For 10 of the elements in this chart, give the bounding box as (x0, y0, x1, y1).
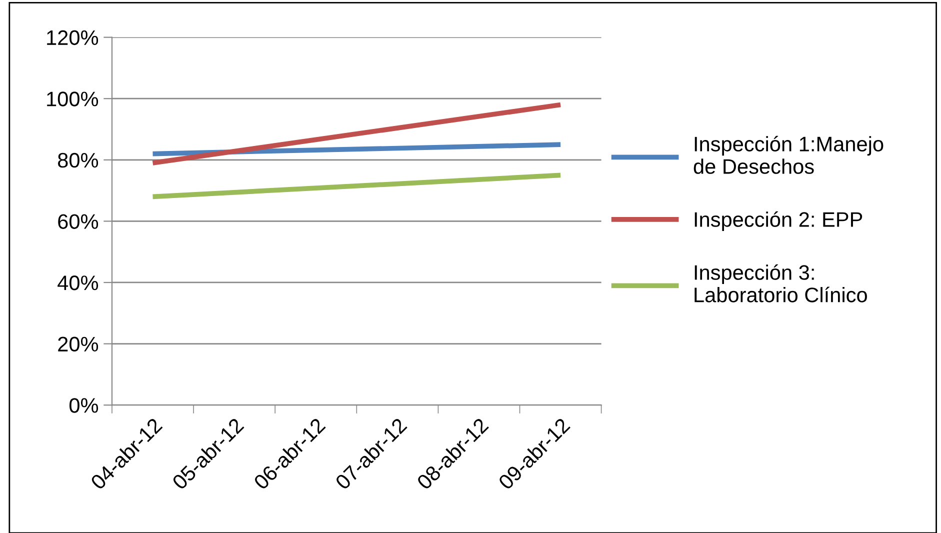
legend-label: Inspección 3: Laboratorio Clínico (694, 264, 867, 302)
y-tick-label: 80% (58, 152, 98, 168)
y-tick-label: 100% (47, 92, 98, 106)
legend-label: Inspección 1:Manejo de Desechos (694, 136, 884, 174)
y-tick-label: 20% (58, 336, 98, 352)
y-tick-label: 0% (69, 398, 98, 413)
legend-label: Inspección 2: EPP (694, 211, 862, 232)
y-tick-label: 120% (47, 30, 98, 46)
y-tick-label: 60% (58, 214, 98, 229)
y-tick-label: 40% (58, 275, 98, 290)
